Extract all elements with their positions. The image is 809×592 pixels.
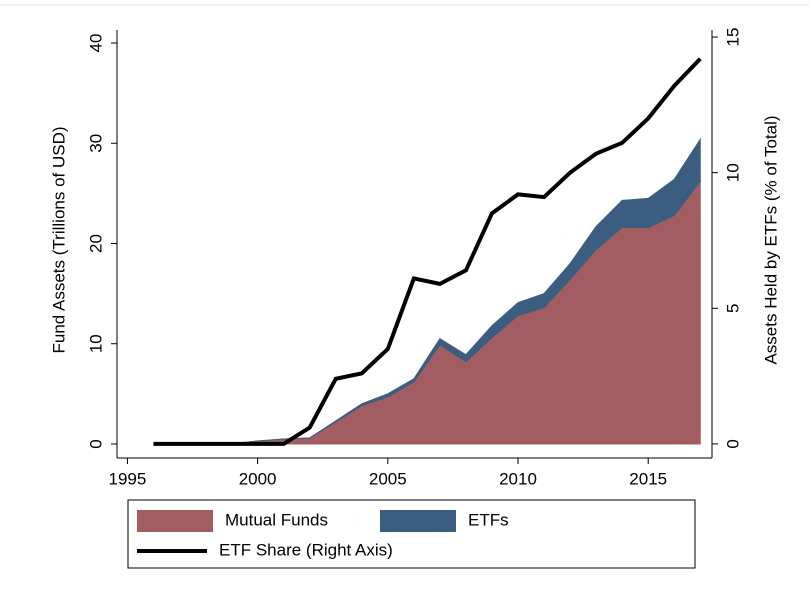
legend-label: ETF Share (Right Axis): [219, 540, 393, 559]
x-tick-label: 2005: [369, 469, 407, 488]
y-tick-label: 30: [86, 134, 105, 153]
y-tick-label: 40: [86, 34, 105, 53]
y2-tick-label: 5: [723, 304, 742, 313]
x-tick-label: 2010: [499, 469, 537, 488]
legend-label: ETFs: [468, 510, 509, 529]
y2-tick-label: 15: [723, 28, 742, 47]
y2-tick-label: 0: [723, 439, 742, 448]
legend-swatch: [380, 510, 456, 532]
x-tick-label: 2000: [239, 469, 277, 488]
legend-swatch: [137, 510, 213, 532]
y-tick-label: 0: [86, 439, 105, 448]
y-axis-label: Fund Assets (Trillions of USD): [49, 126, 68, 353]
legend-label: Mutual Funds: [225, 510, 328, 529]
x-tick-label: 1995: [109, 469, 147, 488]
y-tick-label: 10: [86, 334, 105, 353]
y-tick-label: 20: [86, 234, 105, 253]
y2-axis-label: Assets Held by ETFs (% of Total): [761, 115, 780, 364]
area: [153, 137, 701, 445]
y2-tick-label: 10: [723, 163, 742, 182]
line: [153, 57, 702, 446]
x-tick-label: 2015: [629, 469, 667, 488]
